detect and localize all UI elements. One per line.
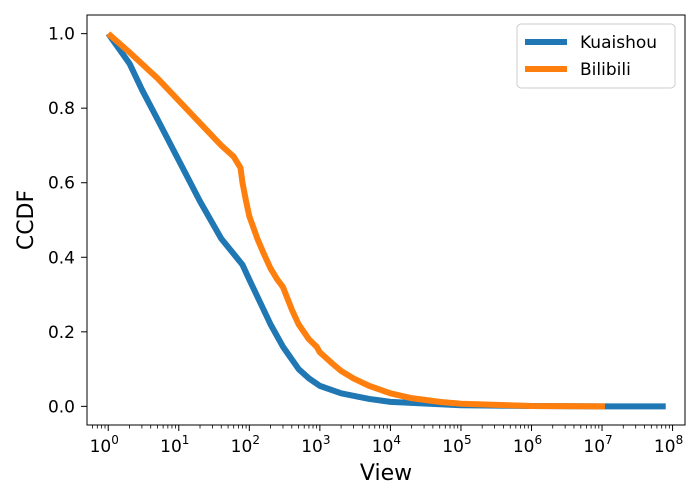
x-tick-label: 100: [90, 433, 119, 457]
x-tick-label: 104: [372, 433, 401, 457]
x-tick-label: 108: [654, 433, 683, 457]
x-axis-label: View: [360, 461, 412, 486]
legend-label-bilibili: Bilibili: [580, 60, 631, 80]
x-tick-label: 106: [513, 433, 542, 457]
y-axis: 0.0 0.2 0.4 0.6 0.8 1.0: [48, 25, 87, 417]
plot-area: [86, 14, 686, 426]
x-tick-label: 101: [160, 433, 189, 457]
series-layer: [105, 31, 666, 410]
x-tick-label: 105: [442, 433, 471, 457]
series-line-bilibili: [106, 31, 605, 410]
x-tick-label: 107: [583, 433, 612, 457]
series-line-kuaishou: [105, 31, 666, 410]
x-tick-label: 102: [231, 433, 260, 457]
legend: Kuaishou Bilibili: [516, 23, 676, 89]
x-axis: 100 101 102 103 104 105 106 107 108: [90, 425, 683, 457]
y-tick-label: 0.0: [48, 397, 75, 417]
y-tick-label: 0.2: [48, 323, 75, 343]
y-tick-label: 0.6: [48, 174, 75, 194]
y-tick-label: 1.0: [48, 25, 75, 45]
legend-label-kuaishou: Kuaishou: [580, 33, 657, 53]
x-tick-label: 103: [301, 433, 330, 457]
y-tick-label: 0.8: [48, 99, 75, 119]
y-tick-label: 0.4: [48, 248, 75, 268]
y-axis-label: CCDF: [14, 190, 39, 250]
